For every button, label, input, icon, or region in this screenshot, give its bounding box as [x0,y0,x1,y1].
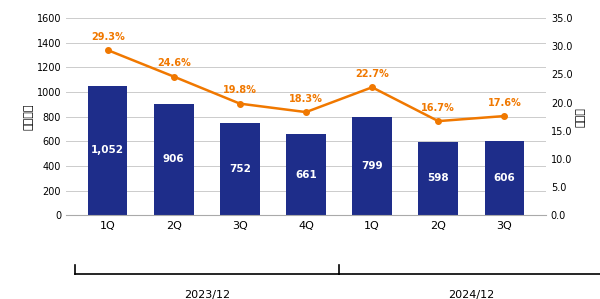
Text: 16.7%: 16.7% [421,103,455,113]
Text: 18.3%: 18.3% [289,94,323,104]
Bar [286,134,326,215]
Y-axis label: （％）: （％） [575,107,585,126]
Bar [485,141,524,215]
Text: 22.7%: 22.7% [355,69,389,79]
Text: 906: 906 [163,154,185,164]
Text: 752: 752 [229,164,251,174]
Text: 29.3%: 29.3% [91,32,125,42]
Text: 19.8%: 19.8% [223,85,257,95]
Text: 2023/12: 2023/12 [184,290,230,299]
Text: 1,052: 1,052 [91,145,124,155]
Bar [154,103,194,215]
Y-axis label: （億円）: （億円） [24,103,34,130]
Text: 799: 799 [361,161,383,171]
Text: 24.6%: 24.6% [157,58,191,68]
Text: 661: 661 [295,170,317,179]
Bar [352,117,392,215]
Bar [220,123,260,215]
Bar [418,141,458,215]
Text: 17.6%: 17.6% [487,98,521,108]
Text: 2024/12: 2024/12 [448,290,494,299]
Text: 598: 598 [427,173,449,183]
Text: 606: 606 [493,173,515,183]
Bar [88,86,127,215]
